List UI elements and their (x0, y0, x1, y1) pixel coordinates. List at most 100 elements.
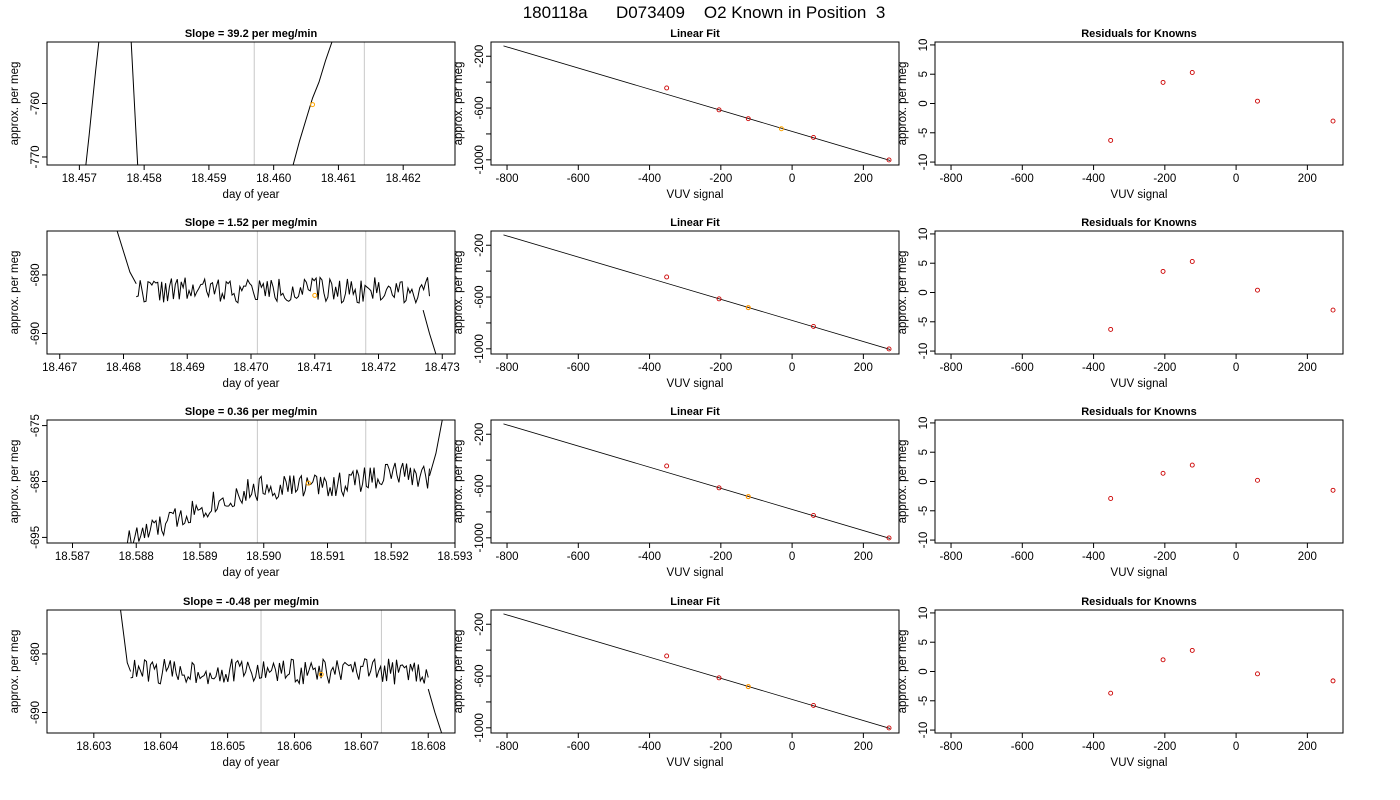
x-tick-label: 18.460 (256, 173, 291, 185)
panel-r4-c2: Linear Fit -800 -600 -400 -200 0 200 -1000 -600 -… (453, 596, 900, 769)
known-point-3 (1189, 647, 1195, 653)
known-point-5 (1330, 678, 1336, 684)
panel-r2-c3: Residuals for Knowns -800 -600 -400 -200 0 200… (897, 217, 1344, 390)
x-tick-label: 18.470 (233, 362, 268, 374)
panel-title: Slope = -0.48 per meg/min (183, 596, 319, 608)
plot-area (503, 45, 892, 163)
plot-area (1108, 70, 1336, 143)
plot-frame (46, 41, 456, 166)
known-point-2 (1160, 470, 1166, 476)
plot-frame (490, 41, 900, 166)
y-tick-label: -1000 (474, 523, 486, 552)
figure-title: 180118a D073409 O2 Known in Position 3 (523, 3, 886, 22)
x-tick-label: 18.458 (127, 173, 162, 185)
panel-r2-c1: Slope = 1.52 per meg/min 18.467 18.468 18.4… (9, 217, 460, 390)
x-tick-label: -600 (1011, 173, 1034, 185)
panel-r3-c2: Linear Fit -800 -600 -400 -200 0 200 -1000 -600 -… (453, 406, 900, 579)
y-tick-label: -690 (30, 701, 42, 724)
known-point-5 (1330, 487, 1336, 493)
fit-line (503, 613, 891, 729)
plot-frame (934, 609, 1344, 734)
y-tick-label: 5 (918, 449, 930, 455)
y-tick-label: 0 (918, 668, 930, 674)
x-tick-label: 18.459 (191, 173, 226, 185)
y-tick-label: -10 (918, 154, 930, 171)
y-tick-label: -760 (30, 92, 42, 115)
known-point-2 (716, 485, 722, 491)
x-tick-label: 18.587 (55, 551, 90, 563)
y-tick-label: -1000 (474, 145, 486, 174)
y-tick-label: -1000 (474, 713, 486, 742)
y-axis-label: approx. per meg (453, 630, 465, 714)
y-axis-label: approx. per meg (897, 440, 909, 524)
known-point-1 (664, 274, 670, 280)
panel-r1-c2: Linear Fit -800 -600 -400 -200 0 200 -1000 -600 -… (453, 28, 900, 201)
x-tick-label: -800 (496, 173, 519, 185)
x-tick-label: -800 (496, 362, 519, 374)
x-tick-label: 18.593 (437, 551, 472, 563)
x-tick-label: 18.468 (106, 362, 141, 374)
y-tick-label: -690 (30, 322, 42, 345)
known-point-2 (716, 675, 722, 681)
x-axis-label: VUV signal (667, 189, 724, 201)
plot-area (1108, 647, 1336, 696)
x-tick-label: -600 (567, 551, 590, 563)
y-tick-label: 10 (918, 39, 930, 52)
plot-area (85, 42, 333, 165)
x-tick-label: 18.592 (374, 551, 409, 563)
x-tick-label: 0 (1233, 362, 1239, 374)
y-tick-label: -600 (474, 665, 486, 688)
x-tick-label: 200 (1298, 741, 1317, 753)
panel-title: Slope = 0.36 per meg/min (185, 406, 318, 418)
plot-frame (490, 419, 900, 544)
x-axis-label: VUV signal (1111, 378, 1168, 390)
plot-area (503, 234, 892, 352)
measured-point (745, 494, 751, 500)
panel-r1-c1: Slope = 39.2 per meg/min 18.457 18.458 18.4… (9, 28, 456, 201)
panel-title: Slope = 39.2 per meg/min (185, 28, 318, 40)
plot-frame (934, 41, 1344, 166)
x-tick-label: 200 (854, 551, 873, 563)
x-axis-label: VUV signal (667, 567, 724, 579)
x-tick-label: 0 (1233, 551, 1239, 563)
x-tick-label: 18.467 (42, 362, 77, 374)
plot-frame (46, 230, 456, 355)
x-tick-label: -400 (1082, 741, 1105, 753)
y-axis-label: approx. per meg (9, 440, 21, 524)
x-tick-label: -800 (940, 551, 963, 563)
x-tick-label: 18.588 (119, 551, 154, 563)
panel-title: Slope = 1.52 per meg/min (185, 217, 318, 229)
x-tick-label: -400 (1082, 362, 1105, 374)
known-point-1 (1108, 496, 1114, 501)
x-tick-label: -600 (567, 741, 590, 753)
y-tick-label: -695 (30, 526, 42, 549)
x-axis-label: VUV signal (667, 378, 724, 390)
y-tick-label: -5 (918, 317, 930, 327)
x-tick-label: -600 (1011, 551, 1034, 563)
y-tick-label: -680 (30, 642, 42, 665)
known-point-4 (1255, 477, 1260, 483)
series-line-segment-1 (85, 42, 100, 165)
known-point-2 (1160, 657, 1166, 663)
plot-area (503, 423, 892, 541)
plot-frame (46, 609, 456, 734)
y-axis-label: approx. per meg (897, 251, 909, 335)
x-tick-label: 18.607 (344, 741, 379, 753)
panel-r1-c3: Residuals for Knowns -800 -600 -400 -200 0 200… (897, 28, 1344, 201)
x-tick-label: 0 (1233, 741, 1239, 753)
y-tick-label: -680 (30, 263, 42, 286)
y-tick-label: -5 (918, 696, 930, 706)
known-point-1 (664, 463, 670, 469)
measured-point (312, 292, 318, 298)
x-tick-label: 18.473 (425, 362, 460, 374)
plot-frame (934, 230, 1344, 355)
x-tick-label: -600 (567, 362, 590, 374)
y-tick-label: -5 (918, 128, 930, 138)
measured-point (745, 684, 751, 690)
panel-r4-c1: Slope = -0.48 per meg/min 18.603 18.604 18.… (9, 596, 456, 769)
x-tick-label: -200 (1153, 362, 1176, 374)
series-line-segment-2 (429, 420, 443, 477)
y-axis-label: approx. per meg (9, 251, 21, 335)
x-tick-label: -400 (638, 551, 661, 563)
